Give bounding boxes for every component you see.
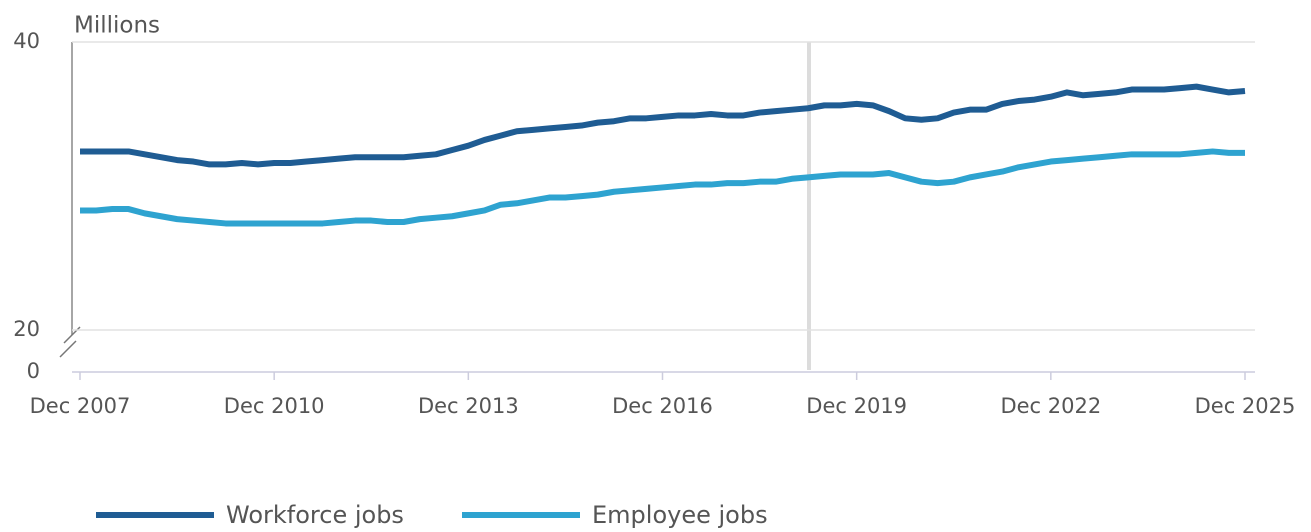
y-tick-label: 0 bbox=[27, 359, 40, 383]
x-tick-label: Dec 2022 bbox=[1000, 394, 1101, 418]
y-axis-label: Millions bbox=[74, 13, 160, 39]
x-tick-label: Dec 2025 bbox=[1195, 394, 1296, 418]
x-tick-label: Dec 2019 bbox=[806, 394, 907, 418]
x-tick-label: Dec 2016 bbox=[612, 394, 713, 418]
y-tick-label: 40 bbox=[13, 29, 40, 53]
x-tick-label: Dec 2007 bbox=[30, 394, 131, 418]
y-tick-label: 20 bbox=[13, 317, 40, 341]
x-tick-label: Dec 2013 bbox=[418, 394, 519, 418]
line-series bbox=[80, 148, 1245, 227]
x-tick-label: Dec 2010 bbox=[224, 394, 325, 418]
legend-label: Workforce jobs bbox=[226, 501, 404, 529]
axis-break bbox=[59, 340, 77, 358]
legend-label: Employee jobs bbox=[592, 501, 768, 529]
line-series bbox=[80, 83, 1246, 168]
